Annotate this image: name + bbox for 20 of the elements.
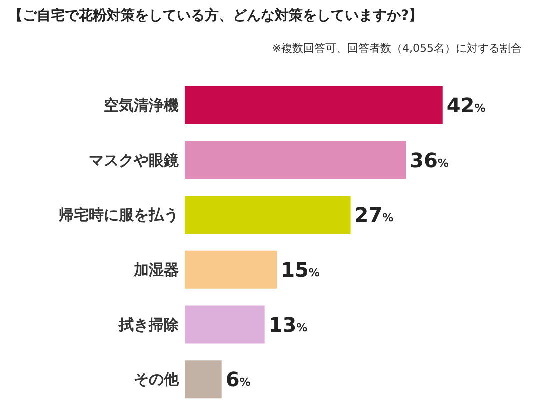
y-tick-label: 加湿器 xyxy=(133,260,179,279)
data-label: 27% xyxy=(354,203,394,228)
data-label: 42% xyxy=(446,93,486,118)
chart-subtitle: ※複数回答可、回答者数（4,055名）に対する割合 xyxy=(272,42,522,55)
bar xyxy=(185,141,406,180)
data-label: 15% xyxy=(281,258,320,282)
bar xyxy=(185,250,278,289)
data-label: 6% xyxy=(226,368,251,392)
data-label: 13% xyxy=(268,312,308,337)
bar xyxy=(185,196,351,234)
y-tick-label: その他 xyxy=(134,370,180,389)
chart-title: 【ご自宅で花粉対策をしている方、どんな対策をしていますか?】 xyxy=(9,7,424,24)
data-label: 36% xyxy=(410,148,449,172)
y-tick-label: 空気清浄機 xyxy=(104,96,179,114)
bar xyxy=(185,360,222,399)
y-tick-label: 帰宅時に服を払う xyxy=(58,206,179,224)
y-tick-label: マスクや眼鏡 xyxy=(89,151,179,170)
y-tick-label: 拭き掃除 xyxy=(118,316,180,334)
bar xyxy=(185,86,443,124)
bar xyxy=(185,306,265,344)
